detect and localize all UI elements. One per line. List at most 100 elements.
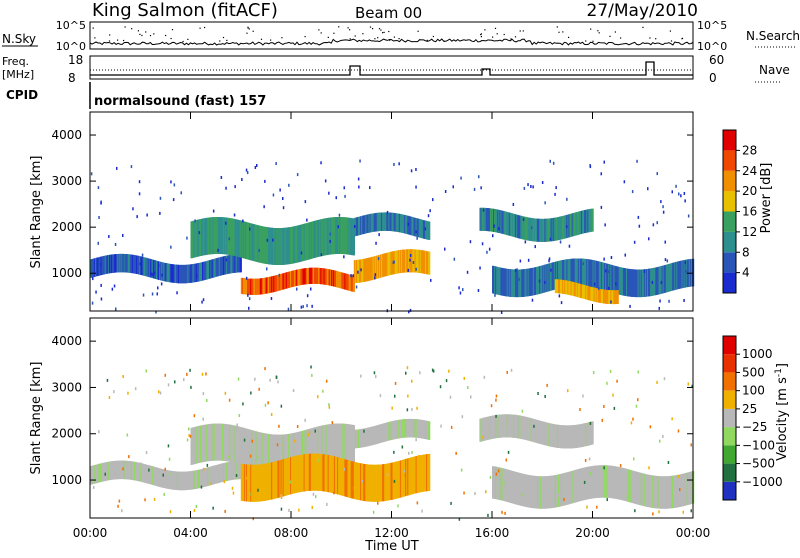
echo-cell xyxy=(195,263,198,282)
nsearch-point xyxy=(362,33,364,35)
nsky-label: N.Sky xyxy=(2,32,36,46)
scatter-cell xyxy=(408,451,410,455)
echo-cell xyxy=(428,251,431,275)
scatter-cell xyxy=(445,379,448,383)
scatter-cell xyxy=(231,486,234,490)
scatter-cell xyxy=(666,259,669,263)
freq-label: Freq. xyxy=(2,55,29,68)
nsky-panel xyxy=(89,21,694,50)
scatter-cell xyxy=(601,418,603,422)
colorbar-segment xyxy=(723,211,736,232)
scatter-cell xyxy=(296,287,298,291)
scatter-cell xyxy=(398,162,400,166)
nsearch-point xyxy=(669,30,671,32)
echo-cell xyxy=(206,467,209,487)
scatter-cell xyxy=(610,256,613,259)
scatter-cell xyxy=(217,248,219,252)
scatter-cell xyxy=(629,304,631,308)
echo-cell xyxy=(606,263,609,292)
echo-cell xyxy=(584,423,587,447)
nsearch-point xyxy=(480,34,482,36)
scatter-cell xyxy=(247,496,249,499)
scatter-cell xyxy=(534,245,536,249)
scatter-cell xyxy=(605,269,607,273)
colorbar-tick-label: 24 xyxy=(742,164,757,178)
scatter-cell xyxy=(180,191,182,195)
scatter-cell xyxy=(169,472,171,476)
scatter-cell xyxy=(169,510,172,514)
scatter-cell xyxy=(407,394,409,398)
scatter-cell xyxy=(394,394,396,398)
scatter-cell xyxy=(386,210,389,214)
scatter-cell xyxy=(458,286,460,290)
scatter-cell xyxy=(352,274,354,278)
scatter-cell xyxy=(163,492,165,496)
scatter-cell xyxy=(409,254,412,257)
x-tick-label: 00:00 xyxy=(676,526,711,540)
scatter-cell xyxy=(411,451,413,454)
nsearch-tick-top: 10^5 xyxy=(697,19,727,32)
scatter-cell xyxy=(227,455,230,459)
scatter-cell xyxy=(532,185,534,189)
scatter-cell xyxy=(410,169,413,173)
scatter-cell xyxy=(393,260,395,264)
nsearch-point xyxy=(149,35,152,37)
y-tick-label: 2000 xyxy=(51,220,82,234)
colorbar-tick-label: −1000 xyxy=(742,475,783,489)
scatter-cell xyxy=(406,408,409,412)
scatter-cell xyxy=(615,282,617,286)
scatter-cell xyxy=(328,405,331,409)
scatter-cell xyxy=(275,162,277,165)
scatter-cell xyxy=(172,198,175,202)
nsearch-point xyxy=(598,32,600,34)
scatter-cell xyxy=(306,294,309,298)
nsearch-point xyxy=(349,29,351,31)
nsearch-point xyxy=(568,36,570,38)
scatter-cell xyxy=(418,454,420,458)
scatter-cell xyxy=(266,267,268,271)
echo-cell xyxy=(684,259,687,288)
scatter-cell xyxy=(582,262,584,266)
echo-cell xyxy=(251,464,254,502)
scatter-cell xyxy=(671,190,673,194)
scatter-cell xyxy=(176,291,178,295)
scatter-cell xyxy=(624,253,626,257)
scatter-cell xyxy=(258,249,260,252)
nsearch-point xyxy=(380,29,382,31)
scatter-cell xyxy=(521,493,523,497)
echo-cell xyxy=(616,290,619,304)
scatter-cell xyxy=(108,396,111,399)
scatter-cell xyxy=(598,286,600,290)
scatter-cell xyxy=(560,301,563,305)
scatter-cell xyxy=(567,389,569,393)
scatter-cell xyxy=(272,238,274,242)
scatter-cell xyxy=(505,430,508,434)
power-x-ticks xyxy=(89,112,694,311)
scatter-cell xyxy=(159,264,161,268)
nsearch-point xyxy=(609,35,611,37)
nsearch-point xyxy=(585,40,587,42)
scatter-cell xyxy=(167,383,170,387)
velocity-y-label: Slant Range [km] xyxy=(29,362,44,475)
scatter-cell xyxy=(310,365,312,369)
nsearch-point xyxy=(503,33,505,36)
scatter-cell xyxy=(406,366,409,370)
scatter-cell xyxy=(308,430,311,434)
scatter-cell xyxy=(675,184,677,188)
scatter-cell xyxy=(359,159,361,163)
colorbar-segment xyxy=(723,170,736,192)
power-colorbar-label: Power [dB] xyxy=(759,163,774,234)
echo-cell xyxy=(128,254,131,273)
scatter-cell xyxy=(198,231,201,235)
scatter-cell xyxy=(415,185,417,189)
scatter-cell xyxy=(630,421,633,425)
time-axis-title: Time UT xyxy=(364,539,418,554)
nsearch-point xyxy=(614,31,616,33)
date-title: 27/May/2010 xyxy=(587,1,699,21)
nsearch-point xyxy=(141,34,143,37)
nsearch-point xyxy=(187,38,189,40)
scatter-cell xyxy=(415,168,417,171)
scatter-cell xyxy=(411,379,413,383)
scatter-cell xyxy=(407,222,409,226)
scatter-cell xyxy=(664,240,666,244)
